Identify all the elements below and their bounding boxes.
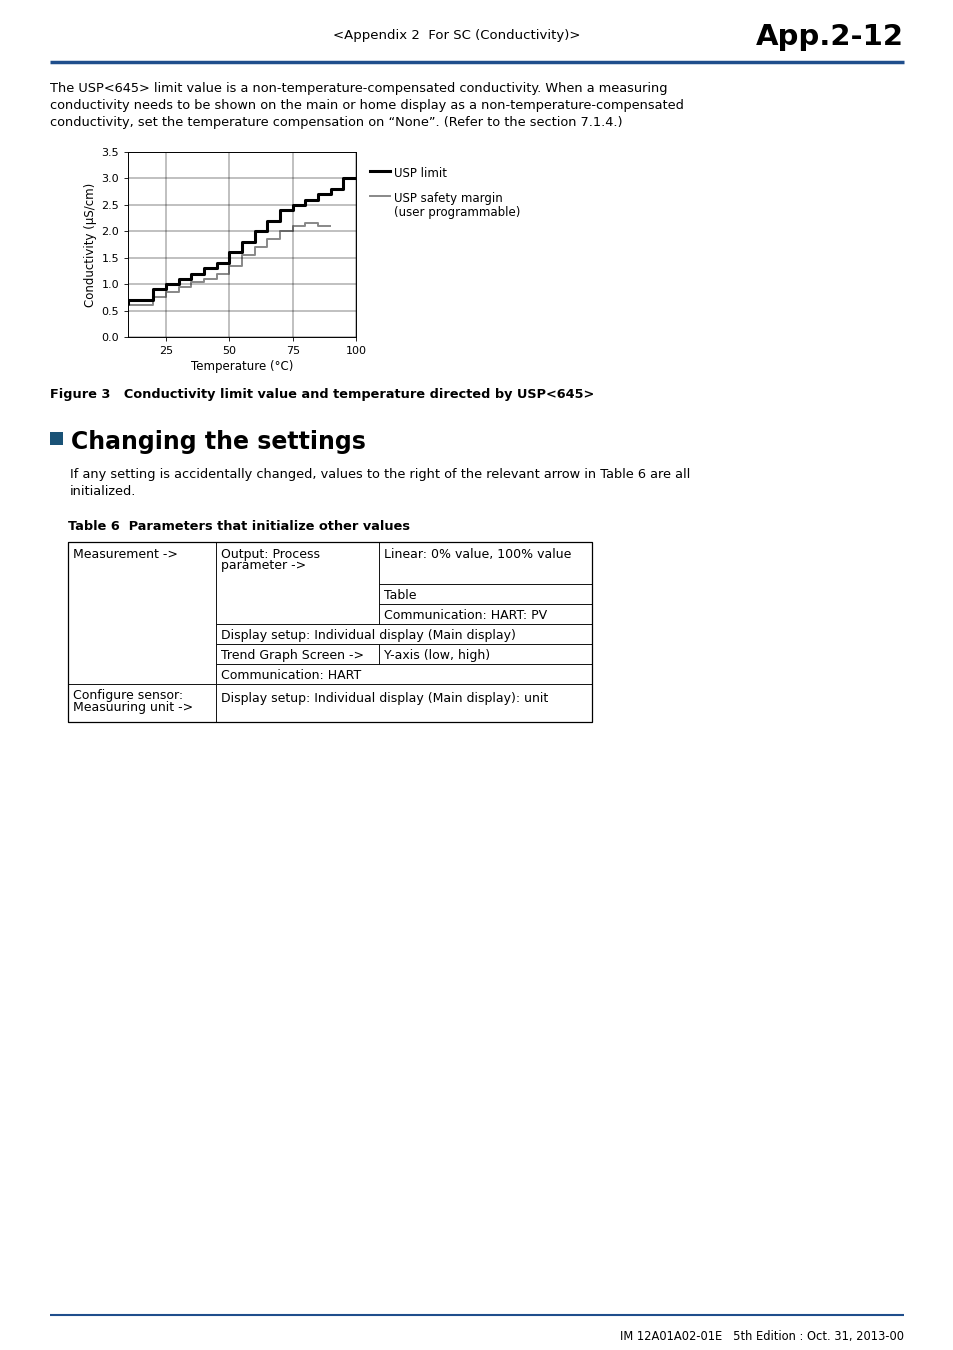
Text: (user programmable): (user programmable) bbox=[394, 207, 519, 219]
Bar bbox=[68, 541, 592, 722]
Text: Changing the settings: Changing the settings bbox=[71, 431, 366, 454]
Text: Communication: HART: Communication: HART bbox=[221, 670, 361, 682]
Text: IM 12A01A02-01E   5th Edition : Oct. 31, 2013-00: IM 12A01A02-01E 5th Edition : Oct. 31, 2… bbox=[619, 1330, 903, 1343]
Text: Communication: HART: PV: Communication: HART: PV bbox=[384, 609, 547, 622]
Text: App.2-12: App.2-12 bbox=[755, 23, 903, 51]
Text: initialized.: initialized. bbox=[70, 485, 136, 498]
Text: Table 6  Parameters that initialize other values: Table 6 Parameters that initialize other… bbox=[68, 520, 410, 533]
Bar bbox=[215, 624, 592, 644]
Text: Figure 3   Conductivity limit value and temperature directed by USP<645>: Figure 3 Conductivity limit value and te… bbox=[50, 387, 594, 401]
X-axis label: Temperature (°C): Temperature (°C) bbox=[191, 360, 293, 373]
Bar bbox=[68, 541, 215, 684]
Bar bbox=[68, 684, 215, 722]
Bar bbox=[378, 585, 592, 603]
Bar bbox=[378, 644, 592, 664]
Text: USP safety margin: USP safety margin bbox=[394, 192, 502, 205]
Text: conductivity needs to be shown on the main or home display as a non-temperature-: conductivity needs to be shown on the ma… bbox=[50, 99, 683, 112]
Bar bbox=[215, 664, 592, 684]
Text: Trend Graph Screen ->: Trend Graph Screen -> bbox=[221, 649, 364, 662]
Text: Display setup: Individual display (Main display): Display setup: Individual display (Main … bbox=[221, 629, 516, 643]
Text: conductivity, set the temperature compensation on “None”. (Refer to the section : conductivity, set the temperature compen… bbox=[50, 116, 622, 130]
Bar bbox=[215, 644, 378, 664]
Text: The USP<645> limit value is a non-temperature-compensated conductivity. When a m: The USP<645> limit value is a non-temper… bbox=[50, 82, 667, 94]
Text: parameter ->: parameter -> bbox=[221, 559, 306, 572]
Text: Measurement ->: Measurement -> bbox=[73, 548, 177, 562]
Text: Display setup: Individual display (Main display): unit: Display setup: Individual display (Main … bbox=[221, 693, 548, 705]
Bar bbox=[215, 684, 592, 722]
Text: Configure sensor:: Configure sensor: bbox=[73, 688, 183, 702]
Y-axis label: Conductivity (μS/cm): Conductivity (μS/cm) bbox=[84, 182, 97, 306]
Bar bbox=[378, 603, 592, 624]
Bar bbox=[378, 541, 592, 585]
Text: Linear: 0% value, 100% value: Linear: 0% value, 100% value bbox=[384, 548, 571, 562]
Text: Y-axis (low, high): Y-axis (low, high) bbox=[384, 649, 490, 662]
Text: Output: Process: Output: Process bbox=[221, 548, 319, 562]
Bar bbox=[215, 541, 378, 624]
Bar bbox=[50, 432, 63, 446]
Text: USP limit: USP limit bbox=[394, 167, 447, 180]
Text: If any setting is accidentally changed, values to the right of the relevant arro: If any setting is accidentally changed, … bbox=[70, 468, 690, 481]
Text: Measuuring unit ->: Measuuring unit -> bbox=[73, 701, 193, 714]
Text: Table: Table bbox=[384, 589, 416, 602]
Text: <Appendix 2  For SC (Conductivity)>: <Appendix 2 For SC (Conductivity)> bbox=[333, 28, 580, 42]
